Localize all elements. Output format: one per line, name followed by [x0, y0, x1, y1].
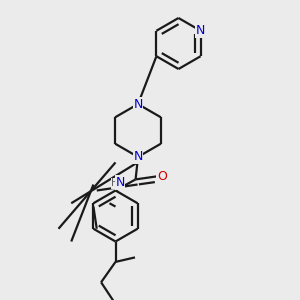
Text: N: N [196, 24, 205, 37]
Text: N: N [133, 98, 143, 111]
Text: H: H [111, 178, 119, 188]
Text: O: O [157, 170, 167, 183]
Text: N: N [116, 176, 125, 189]
Text: N: N [133, 150, 143, 164]
